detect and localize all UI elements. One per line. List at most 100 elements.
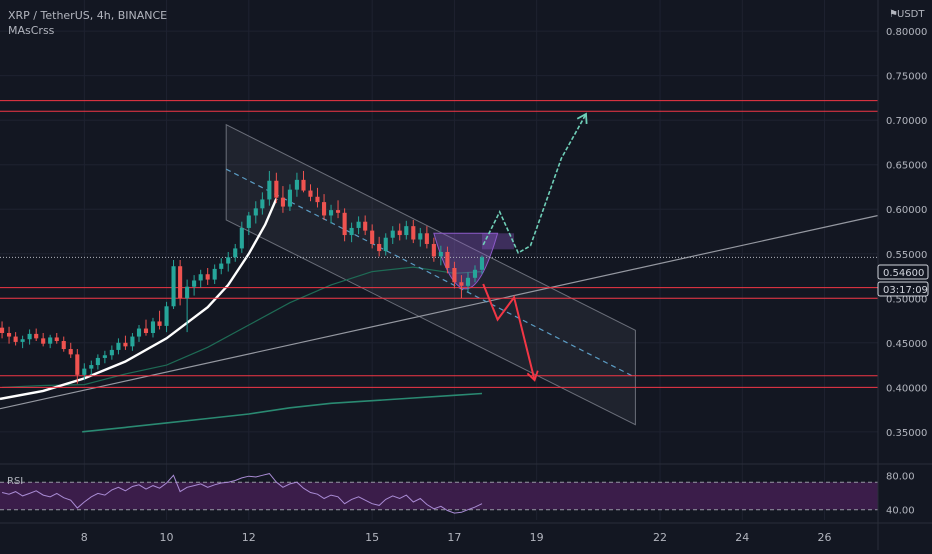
candle-body xyxy=(116,342,121,350)
candle-body xyxy=(315,196,320,203)
candle-body xyxy=(0,327,5,334)
price-tick-label: 0.55000 xyxy=(886,250,927,261)
bullish-projection xyxy=(482,113,587,255)
candle-body xyxy=(34,333,39,339)
candle-body xyxy=(48,337,53,344)
candlesticks xyxy=(0,170,485,384)
candle-body xyxy=(404,226,409,236)
candle-body xyxy=(150,321,156,334)
channel-band xyxy=(225,123,636,426)
price-projections xyxy=(482,112,588,382)
candle-body xyxy=(157,321,162,326)
candle-body xyxy=(82,368,87,375)
candle-body xyxy=(178,266,183,299)
candle-body xyxy=(212,268,217,280)
candle-body xyxy=(226,257,231,264)
candle-body xyxy=(308,190,313,197)
channel-midline xyxy=(225,168,636,379)
price-tick-label: 0.50000 xyxy=(886,294,927,305)
rsi-label: RSI xyxy=(7,476,23,487)
bearish-projection xyxy=(482,283,536,381)
candle-body xyxy=(54,337,59,342)
flag-icon[interactable]: ⚑ xyxy=(889,9,898,20)
candle-body xyxy=(185,286,190,299)
candle-body xyxy=(246,215,251,228)
price-tick-label: 0.35000 xyxy=(886,428,927,439)
current-price-badge xyxy=(877,264,929,280)
candle-body xyxy=(164,306,169,326)
countdown-badge xyxy=(877,281,929,297)
indicator-label: MAsCrss xyxy=(8,24,55,37)
candle-body xyxy=(280,197,285,207)
handle-zone xyxy=(481,233,515,250)
candle-body xyxy=(233,248,238,258)
candle-body xyxy=(301,179,306,191)
horizontal-levels xyxy=(0,100,878,388)
candle-body xyxy=(198,274,203,281)
candle-body xyxy=(130,336,135,347)
symbol-title: XRP / TetherUS, 4h, BINANCE xyxy=(8,9,167,22)
candle-body xyxy=(109,349,114,356)
candle-body xyxy=(260,199,265,209)
candle-body xyxy=(267,180,272,200)
time-tick-label: 22 xyxy=(653,531,667,544)
candle-body xyxy=(294,179,299,190)
candle-body xyxy=(102,355,107,358)
price-tick-label: 0.70000 xyxy=(886,116,927,127)
cup-pattern xyxy=(433,232,515,290)
candle-body xyxy=(335,210,341,213)
candle-body xyxy=(287,189,292,207)
candle-body xyxy=(342,212,347,236)
candle-body xyxy=(370,230,375,244)
candle-body xyxy=(192,280,197,287)
candle-body xyxy=(438,251,443,257)
candle-body xyxy=(363,221,368,231)
time-tick-label: 19 xyxy=(530,531,544,544)
bullish-arrowhead xyxy=(576,112,588,125)
candle-countdown: 03:17:09 xyxy=(883,285,928,296)
candle-body xyxy=(239,227,244,249)
candle-body xyxy=(136,328,142,337)
candle-body xyxy=(205,274,210,280)
candle-body xyxy=(75,354,80,375)
candle-body xyxy=(431,243,436,257)
candle-body xyxy=(68,349,73,355)
rsi-tick-label: 80.00 xyxy=(886,471,915,482)
time-tick-label: 15 xyxy=(365,531,379,544)
candle-body xyxy=(465,277,471,286)
candle-body xyxy=(253,208,258,216)
current-price: 0.54600 xyxy=(883,268,924,279)
time-tick-label: 26 xyxy=(818,531,832,544)
candle-body xyxy=(356,221,361,228)
candle-body xyxy=(397,230,402,236)
candle-body xyxy=(95,357,100,366)
price-tick-label: 0.80000 xyxy=(886,27,927,38)
candle-body xyxy=(445,251,450,269)
candle-body xyxy=(418,233,423,240)
ascending-trendline xyxy=(0,214,879,410)
candle-body xyxy=(424,233,429,244)
rsi-tick-label: 40.00 xyxy=(886,506,915,517)
rsi-line xyxy=(1,473,483,514)
candle-body xyxy=(171,266,176,307)
candle-body xyxy=(411,226,416,240)
candle-body xyxy=(274,180,279,198)
candle-body xyxy=(390,230,395,238)
candle-body xyxy=(349,227,354,236)
bearish-arrowhead xyxy=(526,370,539,382)
currency-label: USDT xyxy=(897,9,925,20)
time-tick-label: 10 xyxy=(160,531,174,544)
candle-body xyxy=(6,333,12,337)
candle-body xyxy=(89,365,94,369)
candle-body xyxy=(13,336,18,342)
price-tick-label: 0.40000 xyxy=(886,383,927,394)
candle-body xyxy=(219,263,224,269)
price-tick-label: 0.45000 xyxy=(886,339,927,350)
candle-body xyxy=(328,210,334,216)
moving-average-long xyxy=(82,392,483,433)
time-tick-label: 17 xyxy=(447,531,461,544)
candle-body xyxy=(143,328,149,334)
descending-channel xyxy=(225,123,636,426)
price-tick-label: 0.65000 xyxy=(886,161,927,172)
